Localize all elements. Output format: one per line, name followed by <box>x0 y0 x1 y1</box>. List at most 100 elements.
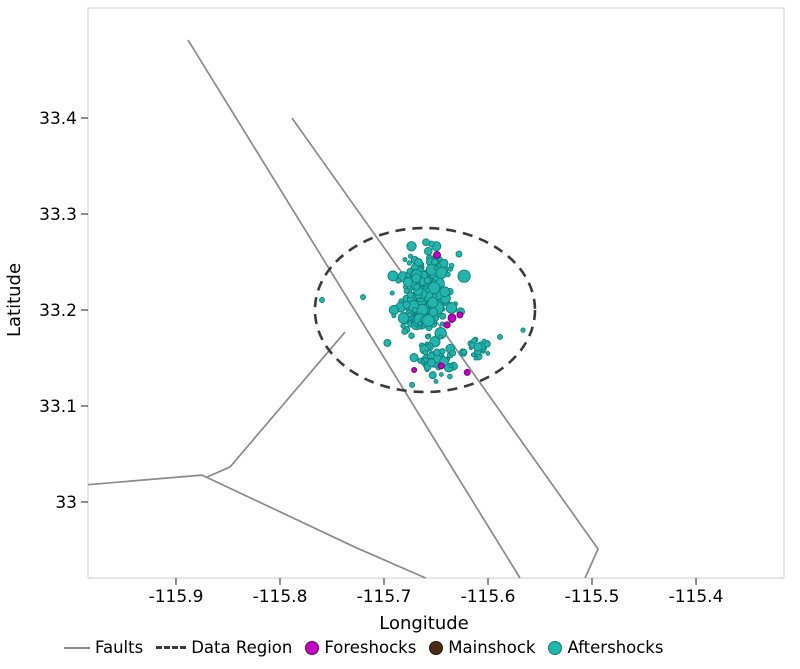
data-region-ellipse <box>313 226 537 394</box>
legend-label: Data Region <box>191 638 293 657</box>
aftershock-point <box>319 297 325 303</box>
aftershock-point <box>445 271 451 278</box>
axis-ticks-layer: -115.9 -115.8 -115.7 -115.6 -115.5 -115.4 33 33… <box>39 109 723 607</box>
aftershock-point <box>402 257 408 263</box>
chart-legend: Faults Data Region Foreshocks Mainshock Afte… <box>64 638 663 657</box>
aftershock-point <box>427 296 439 309</box>
aftershock-point <box>428 371 437 380</box>
aftershock-point <box>425 334 431 340</box>
legend-item-aftershocks: Aftershocks <box>548 638 663 657</box>
foreshock-point <box>456 311 464 319</box>
aftershock-point <box>433 348 441 357</box>
aftershock-point <box>417 320 423 326</box>
aftershock-point <box>427 358 436 368</box>
aftershock-point <box>449 349 457 357</box>
aftershock-point <box>406 241 417 252</box>
aftershock-point <box>445 302 458 314</box>
aftershock-point <box>438 372 444 377</box>
y-tick-label: 33.4 <box>39 109 77 129</box>
aftershock-point <box>439 286 451 298</box>
legend-item-faults: Faults <box>64 638 143 657</box>
y-axis-title: Latitude <box>4 263 25 337</box>
foreshock-point <box>443 321 451 329</box>
aftershock-point <box>360 294 366 300</box>
aftershock-point <box>402 277 413 288</box>
fault-line <box>291 117 599 579</box>
aftershock-point <box>402 300 411 310</box>
aftershock-point <box>414 257 423 267</box>
aftershock-point <box>473 342 483 352</box>
legend-label: Aftershocks <box>567 638 664 657</box>
aftershock-point <box>471 337 478 344</box>
legend-item-data-region: Data Region <box>156 638 292 657</box>
foreshock-point <box>463 368 471 376</box>
aftershock-point <box>432 275 439 282</box>
legend-item-mainshock: Mainshock <box>429 638 535 657</box>
earthquake-points-layer <box>319 238 526 388</box>
aftershock-point <box>455 250 463 258</box>
aftershock-point <box>473 355 478 361</box>
fault-line <box>87 474 426 579</box>
aftershock-point <box>411 306 418 313</box>
y-tick-label: 33.2 <box>39 301 77 321</box>
aftershock-point <box>424 287 430 293</box>
plot-border <box>87 7 785 579</box>
aftershock-point <box>435 266 448 279</box>
foreshock-point <box>437 362 445 370</box>
legend-label: Faults <box>95 638 144 657</box>
x-tick-label: -115.4 <box>669 587 724 607</box>
aftershock-point <box>422 314 435 327</box>
aftershock-point <box>457 269 471 283</box>
data-region-layer <box>313 226 537 394</box>
legend-item-foreshocks: Foreshocks <box>305 638 416 657</box>
aftershock-point <box>520 327 526 333</box>
aftershock-point <box>389 290 395 296</box>
x-tick-label: -115.6 <box>461 587 516 607</box>
aftershock-point <box>409 353 419 363</box>
aftershock-point <box>403 288 410 295</box>
aftershock-point <box>411 273 422 284</box>
plot-border-layer <box>87 7 785 579</box>
x-axis-title: Longitude <box>379 613 469 634</box>
foreshocks-dot-swatch <box>305 640 320 655</box>
y-tick-label: 33 <box>55 493 77 513</box>
foreshock-point <box>447 313 457 323</box>
fault-lines-layer <box>87 39 599 579</box>
legend-label: Mainshock <box>448 638 536 657</box>
fault-line <box>206 331 346 478</box>
aftershock-point <box>485 351 491 356</box>
aftershock-point <box>470 352 476 358</box>
aftershock-point <box>448 363 454 369</box>
aftershock-point <box>397 312 410 324</box>
foreshock-point <box>411 367 418 373</box>
aftershock-point <box>481 338 487 344</box>
aftershock-point <box>438 334 443 340</box>
aftershock-point <box>405 272 411 279</box>
mainshock-dot-swatch <box>429 640 444 655</box>
legend-label: Foreshocks <box>324 638 417 657</box>
aftershock-point <box>448 262 455 269</box>
aftershock-point <box>391 313 397 319</box>
y-tick-label: 33.3 <box>39 205 77 225</box>
aftershock-point <box>424 246 433 256</box>
x-tick-label: -115.9 <box>149 587 204 607</box>
faults-line-swatch <box>64 646 90 649</box>
aftershock-point <box>407 291 415 299</box>
y-tick-label: 33.1 <box>39 397 77 417</box>
aftershock-point <box>433 379 439 384</box>
aftershock-point <box>422 238 430 247</box>
aftershock-point <box>400 323 406 329</box>
aftershock-point <box>497 334 503 340</box>
data-region-dashed-swatch <box>156 646 187 649</box>
fault-line <box>187 39 521 579</box>
aftershock-point <box>408 332 415 339</box>
aftershock-point <box>401 328 408 335</box>
aftershocks-dot-swatch <box>548 640 563 655</box>
aftershock-point <box>409 381 416 388</box>
x-tick-label: -115.7 <box>357 587 412 607</box>
aftershock-point <box>413 283 421 291</box>
aftershock-point <box>407 253 414 259</box>
x-tick-label: -115.5 <box>565 587 620 607</box>
